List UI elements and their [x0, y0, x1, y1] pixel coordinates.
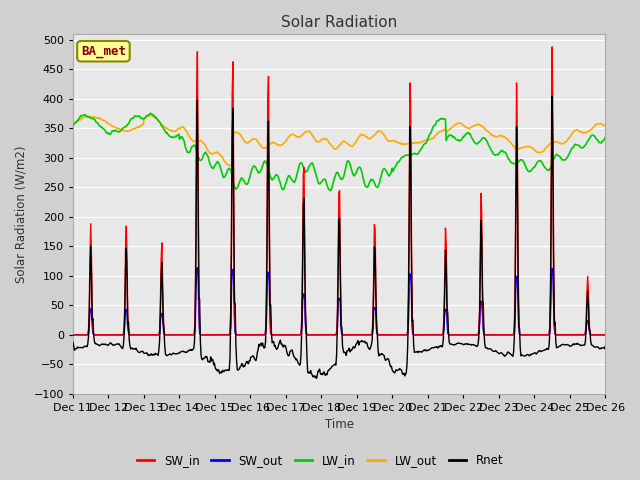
Legend: SW_in, SW_out, LW_in, LW_out, Rnet: SW_in, SW_out, LW_in, LW_out, Rnet [132, 449, 508, 472]
Text: BA_met: BA_met [81, 45, 126, 58]
X-axis label: Time: Time [324, 419, 354, 432]
Title: Solar Radiation: Solar Radiation [281, 15, 397, 30]
Y-axis label: Solar Radiation (W/m2): Solar Radiation (W/m2) [15, 145, 28, 283]
